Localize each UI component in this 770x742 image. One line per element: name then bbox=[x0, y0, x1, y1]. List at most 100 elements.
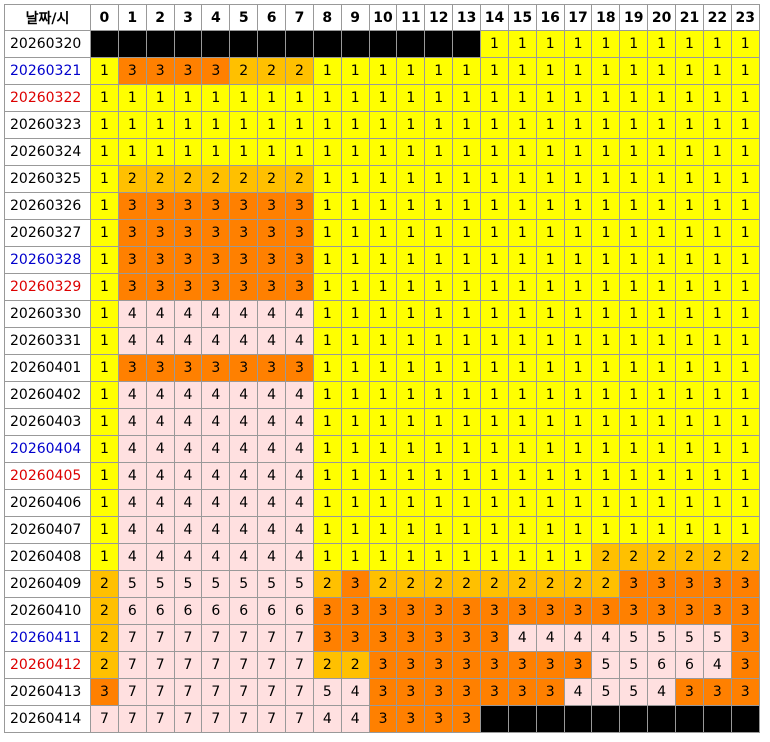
hour-cell: 7 bbox=[257, 651, 287, 679]
hour-cell: 1 bbox=[563, 165, 593, 193]
hour-cell bbox=[702, 705, 732, 733]
hour-cell: 3 bbox=[702, 570, 732, 598]
hour-cell: 1 bbox=[535, 138, 565, 166]
hour-cell: 1 bbox=[675, 57, 704, 85]
hour-cell: 2 bbox=[145, 165, 175, 193]
hour-cell: 5 bbox=[591, 678, 621, 706]
hour-cell: 1 bbox=[90, 354, 119, 382]
hour-cell: 1 bbox=[535, 192, 565, 220]
hour-cell: 1 bbox=[647, 111, 677, 139]
hour-cell: 1 bbox=[730, 516, 760, 544]
hour-cell bbox=[591, 705, 621, 733]
hour-cell: 6 bbox=[117, 597, 147, 625]
hour-cell: 3 bbox=[229, 354, 259, 382]
hour-cell: 1 bbox=[480, 30, 509, 58]
hour-cell: 3 bbox=[730, 597, 760, 625]
row: 20260403 1 4 4 4 4 4 4 4 1 1 1 1 1 1 1 1 1 1 1 1 1 1 1 1 bbox=[4, 408, 760, 436]
hour-cell: 2 bbox=[90, 597, 119, 625]
hour-cell: 1 bbox=[507, 354, 537, 382]
hour-cell: 1 bbox=[675, 138, 704, 166]
hour-cell: 1 bbox=[117, 138, 147, 166]
hour-cell: 3 bbox=[229, 246, 259, 274]
hour-cell bbox=[257, 30, 287, 58]
hour-cell: 4 bbox=[257, 381, 287, 409]
hour-cell: 7 bbox=[117, 651, 147, 679]
hour-cell: 1 bbox=[368, 381, 398, 409]
hour-cell: 1 bbox=[452, 138, 482, 166]
hour-cell: 1 bbox=[480, 138, 509, 166]
hour-cell: 3 bbox=[452, 678, 482, 706]
hour-cell: 1 bbox=[619, 84, 649, 112]
hour-cell: 1 bbox=[480, 435, 509, 463]
hour-cell: 1 bbox=[173, 84, 203, 112]
hour-cell: 3 bbox=[480, 678, 509, 706]
hour-cell: 1 bbox=[647, 516, 677, 544]
hour-cell: 1 bbox=[507, 300, 537, 328]
hour-cell: 1 bbox=[396, 219, 426, 247]
hour-cell: 3 bbox=[730, 570, 760, 598]
hour-cell: 2 bbox=[563, 570, 593, 598]
hour-cell: 3 bbox=[117, 192, 147, 220]
hour-cell: 1 bbox=[730, 354, 760, 382]
hour-cell: 3 bbox=[257, 354, 287, 382]
hour-cell: 4 bbox=[257, 462, 287, 490]
hour-cell: 7 bbox=[90, 705, 119, 733]
date-cell: 20260327 bbox=[4, 219, 91, 247]
hour-cell: 7 bbox=[285, 705, 314, 733]
hour-cell: 3 bbox=[173, 192, 203, 220]
hour-cell: 1 bbox=[368, 138, 398, 166]
hour-cell: 4 bbox=[117, 543, 147, 571]
hour-cell: 1 bbox=[647, 489, 677, 517]
row: 20260322 1 1 1 1 1 1 1 1 1 1 1 1 1 1 1 1 1 1 1 1 1 1 1 1 bbox=[4, 84, 760, 112]
hour-cell: 1 bbox=[452, 246, 482, 274]
header-cell: 4 bbox=[201, 4, 231, 31]
hour-cell: 5 bbox=[285, 570, 314, 598]
hour-cell: 2 bbox=[173, 165, 203, 193]
hour-cell: 1 bbox=[563, 111, 593, 139]
hour-cell: 2 bbox=[702, 543, 732, 571]
hour-cell bbox=[535, 705, 565, 733]
hour-cell: 3 bbox=[145, 354, 175, 382]
hour-cell: 1 bbox=[507, 516, 537, 544]
hour-cell: 1 bbox=[480, 489, 509, 517]
hour-cell: 1 bbox=[730, 192, 760, 220]
hour-cell: 1 bbox=[312, 516, 342, 544]
hour-cell: 1 bbox=[340, 435, 370, 463]
hour-cell: 1 bbox=[90, 543, 119, 571]
hour-cell: 1 bbox=[675, 516, 704, 544]
hour-cell: 4 bbox=[117, 462, 147, 490]
hour-cell: 3 bbox=[173, 273, 203, 301]
header-cell: 13 bbox=[452, 4, 482, 31]
hour-cell bbox=[730, 705, 760, 733]
hour-cell: 3 bbox=[229, 219, 259, 247]
hour-cell: 4 bbox=[145, 435, 175, 463]
hour-cell: 1 bbox=[647, 165, 677, 193]
hour-cell: 1 bbox=[312, 219, 342, 247]
hour-cell: 1 bbox=[90, 489, 119, 517]
hour-cell: 2 bbox=[619, 543, 649, 571]
hour-cell: 1 bbox=[591, 354, 621, 382]
hour-cell: 1 bbox=[730, 138, 760, 166]
hour-cell: 1 bbox=[647, 354, 677, 382]
hour-cell: 1 bbox=[340, 543, 370, 571]
hour-cell: 1 bbox=[563, 219, 593, 247]
hour-cell: 3 bbox=[507, 678, 537, 706]
hour-cell: 1 bbox=[340, 489, 370, 517]
header-cell: 17 bbox=[563, 4, 593, 31]
hour-cell: 5 bbox=[201, 570, 231, 598]
hour-cell: 5 bbox=[173, 570, 203, 598]
hour-cell: 3 bbox=[647, 597, 677, 625]
hour-cell: 3 bbox=[647, 570, 677, 598]
hour-cell: 1 bbox=[535, 354, 565, 382]
date-cell: 20260410 bbox=[4, 597, 91, 625]
hour-cell: 1 bbox=[452, 354, 482, 382]
hour-cell: 3 bbox=[535, 651, 565, 679]
hour-cell: 1 bbox=[368, 246, 398, 274]
header-cell: 3 bbox=[173, 4, 203, 31]
hour-cell: 2 bbox=[285, 165, 314, 193]
hour-cell: 1 bbox=[396, 408, 426, 436]
hour-cell: 1 bbox=[730, 84, 760, 112]
hour-cell: 7 bbox=[257, 705, 287, 733]
hour-cell: 4 bbox=[285, 381, 314, 409]
